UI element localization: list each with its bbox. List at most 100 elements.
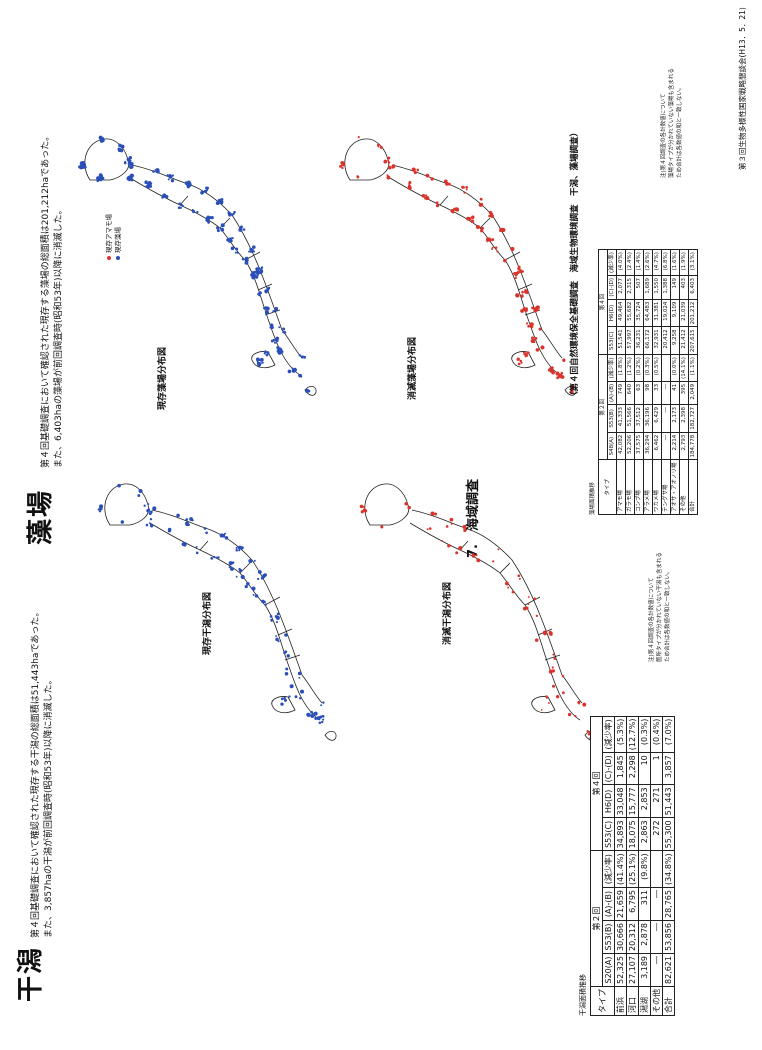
table-cell: 1 — [650, 752, 663, 785]
table-cell: 37,512 — [634, 404, 644, 433]
moba-col-header: S53(C) — [607, 326, 617, 355]
coast-marker — [285, 667, 289, 671]
table-cell: (1.9%) — [679, 249, 689, 276]
coast-marker — [267, 286, 271, 290]
moba-lost-map-label: 消滅藻場分布図 — [408, 336, 418, 400]
moba-col-header: H6(D) — [607, 299, 617, 327]
table-row: その他 2,793 2,398 395 (14.1%) 21,412 21,039 403 (1… — [679, 249, 689, 515]
coast-marker — [210, 216, 214, 220]
coast-marker — [517, 265, 521, 269]
table-cell: 2,398 — [679, 404, 689, 433]
table-cell: 51,541 — [616, 326, 626, 355]
coast-marker — [505, 581, 509, 586]
coast-marker — [239, 225, 243, 229]
table-cell: 51,443 — [662, 784, 675, 818]
coast-marker — [307, 389, 311, 393]
coast-marker — [191, 208, 194, 211]
coast-marker — [362, 505, 365, 508]
legend-item-amamo: 現存アマモ場 — [105, 214, 114, 260]
coast-marker — [128, 156, 132, 160]
coast-marker — [126, 157, 130, 162]
row-type: アオサ・アオノリ場 — [670, 459, 680, 515]
coast-marker — [264, 310, 270, 315]
coast-marker — [507, 586, 510, 589]
coast-marker — [533, 597, 536, 600]
table-cell: 20,412 — [661, 326, 671, 355]
moba-existing-map-label: 現存藻場分布図 — [158, 346, 168, 410]
coast-marker — [298, 677, 301, 679]
coast-marker — [242, 228, 246, 231]
coast-marker — [227, 211, 231, 215]
table-cell: 2,173 — [670, 404, 680, 433]
coast-marker — [155, 169, 160, 174]
coast-marker — [298, 373, 301, 377]
table-cell: (5.3%) — [614, 716, 627, 753]
coast-marker — [230, 239, 233, 243]
coast-marker — [275, 621, 279, 624]
table-cell: (0.5%) — [652, 354, 662, 382]
moba-hdr-round2: 第２回 — [598, 354, 608, 460]
table-cell: 52,325 — [614, 953, 627, 987]
table-cell: 271 — [650, 784, 663, 818]
coast-marker — [167, 527, 172, 532]
coast-marker — [536, 348, 540, 352]
coast-marker — [168, 174, 173, 179]
coast-marker — [551, 684, 556, 688]
coast-marker — [284, 633, 288, 637]
row-type: 前浜 — [614, 986, 627, 1016]
table-cell: 1,550 — [652, 275, 662, 300]
coast-marker — [407, 505, 411, 510]
coast-marker — [280, 702, 284, 706]
coast-marker — [300, 689, 305, 694]
coast-marker — [569, 390, 574, 395]
table-cell: 1,689 — [643, 275, 653, 300]
coast-marker — [192, 211, 195, 214]
coast-marker — [540, 708, 543, 711]
table-row: アオサ・アオノリ場 2,214 2,173 41 (0.0%) 9,258 9,109 149… — [670, 249, 680, 515]
coast-marker — [534, 336, 538, 340]
higata-lost-map-label: 消滅干潟分布図 — [443, 581, 453, 645]
moba-legend: 現存アマモ場 現存藻場 — [105, 214, 123, 260]
coast-marker — [180, 203, 183, 206]
coast-marker — [280, 697, 284, 701]
legend-item-moba: 現存藻場 — [114, 214, 123, 260]
table-row: 潟湖 3,189 2,878 311 (9.8%) 2,863 2,853 10 (0.3%) — [638, 716, 651, 1016]
coast-marker — [149, 182, 153, 185]
row-type: テングサ場 — [661, 459, 671, 515]
coast-marker — [582, 702, 587, 707]
table-cell: (6.8%) — [661, 249, 671, 276]
coast-marker — [274, 614, 278, 618]
coast-marker — [252, 593, 255, 596]
coast-marker — [535, 614, 538, 618]
coast-marker — [264, 350, 267, 354]
coast-marker — [310, 713, 315, 718]
coast-marker — [387, 159, 390, 162]
table-cell: 63 — [634, 381, 644, 405]
table-cell: (3.1%) — [688, 249, 698, 276]
coast-marker — [189, 517, 193, 521]
table-row: 合計 82,621 53,856 28,765 (34.8%) 55,300 51,443 3… — [662, 716, 675, 1016]
coast-marker — [550, 366, 554, 370]
moba-col-header: (C)-(D) — [607, 275, 617, 300]
table-cell: 35,724 — [634, 299, 644, 327]
table-cell: 2,315 — [625, 275, 635, 300]
coast-marker — [450, 209, 455, 213]
coast-marker — [364, 509, 368, 513]
coast-marker — [261, 361, 264, 364]
coast-marker — [275, 339, 279, 343]
coast-marker — [476, 558, 481, 563]
moba-title: 藻場 — [26, 488, 56, 545]
table-cell: (1.8%) — [616, 354, 626, 382]
coast-marker — [178, 202, 181, 206]
coast-marker — [529, 322, 534, 327]
coast-marker — [519, 359, 523, 363]
table-cell: 42,082 — [616, 432, 626, 460]
table-cell: (25.1%) — [626, 850, 639, 888]
table-row: 前浜 52,325 30,666 21,659 (41.4%) 34,893 33,048 1… — [614, 716, 627, 1016]
coast-marker — [471, 554, 476, 558]
coast-marker — [256, 361, 261, 366]
coast-marker — [235, 247, 239, 251]
coast-marker — [99, 506, 103, 511]
coast-marker — [120, 520, 125, 524]
coast-marker — [535, 306, 539, 310]
